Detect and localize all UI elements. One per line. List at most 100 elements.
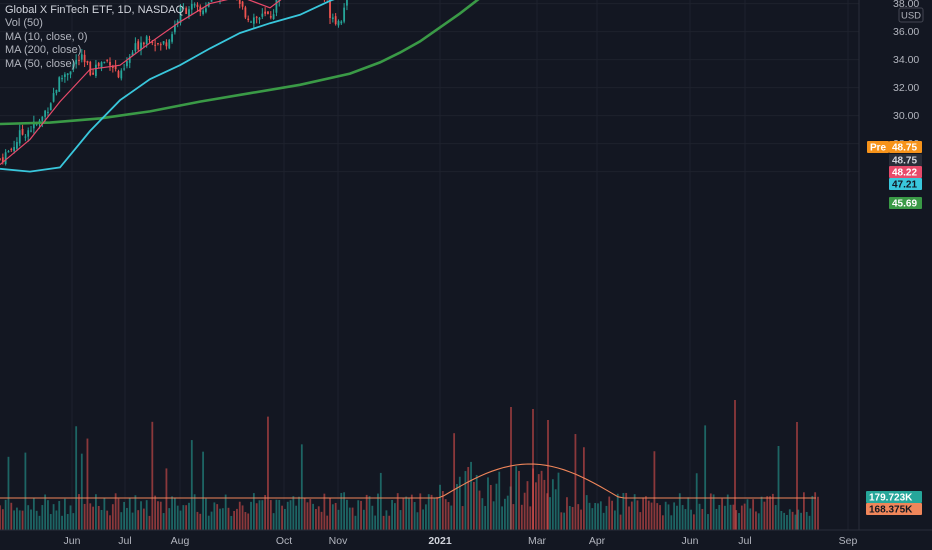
volume-bar	[743, 503, 746, 530]
candle-body	[190, 4, 193, 10]
candle-body	[16, 142, 18, 149]
candle-body	[10, 148, 13, 150]
volume-bar	[111, 504, 114, 530]
candle-body	[151, 41, 154, 43]
time-tick-label: Jun	[64, 535, 81, 547]
volume-bar	[726, 494, 729, 530]
chart-legend[interactable]: Global X FinTech ETF, 1D, NASDAQ Vol (50…	[5, 4, 184, 71]
candle-body	[250, 21, 252, 23]
tag-ma200: 45.69	[889, 197, 922, 210]
volume-ma-line	[0, 463, 816, 499]
volume-bar	[399, 510, 402, 530]
volume-bar	[495, 483, 498, 530]
legend-volume-indicator[interactable]: Vol (50)	[5, 17, 43, 30]
volume-bar	[298, 496, 300, 530]
volume-bar	[213, 502, 216, 530]
volume-bar	[687, 497, 690, 530]
candle-body	[7, 151, 10, 153]
candle-body	[202, 10, 204, 15]
currency-label[interactable]: USD	[901, 11, 921, 22]
volume-bar	[642, 497, 645, 530]
volume-bar	[165, 468, 168, 530]
candle-body	[106, 59, 109, 61]
volume-bar	[704, 425, 707, 530]
volume-bar	[134, 495, 137, 530]
legend-ma50-indicator[interactable]: MA (50, close)	[5, 57, 76, 70]
volume-bar	[86, 438, 89, 530]
candle-body	[4, 152, 7, 165]
volume-bar	[221, 508, 224, 530]
volume-bar	[563, 512, 566, 530]
volume-bar	[109, 515, 111, 530]
volume-bar	[551, 479, 554, 530]
volume-bar	[574, 434, 577, 530]
candle-body	[343, 7, 346, 22]
candle-body	[131, 52, 134, 56]
volume-bar	[247, 513, 250, 530]
volume-bar	[780, 510, 783, 530]
volume-bar	[684, 509, 687, 530]
volume-bar	[66, 514, 69, 530]
legend-symbol-title[interactable]: Global X FinTech ETF, 1D, NASDAQ	[5, 4, 185, 16]
volume-bar	[796, 422, 798, 530]
volume-bar	[577, 504, 580, 530]
time-axis-panel[interactable]	[0, 530, 932, 550]
volume-bar	[472, 481, 475, 530]
volume-bar	[461, 506, 464, 530]
candle-body	[346, 0, 348, 6]
currency-button[interactable]: USD	[898, 7, 924, 23]
volume-bar	[554, 489, 557, 530]
volume-bar	[103, 498, 106, 530]
price-tick-label: 32.00	[893, 82, 919, 94]
volume-bar	[777, 445, 780, 530]
volume-bar	[436, 496, 439, 530]
volume-bar	[498, 471, 501, 530]
time-tick-label: Aug	[171, 535, 190, 547]
tag-ma10: 48.22	[889, 166, 922, 179]
volume-bar	[757, 513, 760, 530]
volume-bar	[540, 470, 543, 530]
candle-body	[66, 73, 69, 76]
volume-bar	[393, 503, 396, 530]
candle-body	[111, 66, 114, 68]
volume-bar	[802, 492, 805, 530]
volume-bar	[315, 508, 317, 530]
volume-bar	[419, 493, 422, 530]
volume-bar	[594, 502, 597, 530]
tag-pre-value: 48.75	[892, 143, 917, 154]
candle-body	[109, 61, 111, 66]
volume-bar	[354, 515, 357, 530]
volume-bar	[131, 512, 134, 530]
volume-bar	[464, 471, 467, 530]
volume-bar	[24, 452, 27, 530]
ma200-line	[0, 0, 480, 126]
volume-bar	[241, 505, 244, 530]
volume-bar	[106, 510, 109, 530]
volume-bar	[470, 461, 472, 530]
volume-bar	[439, 484, 441, 530]
volume-bar	[190, 440, 193, 530]
price-axis-panel[interactable]	[859, 0, 932, 550]
candle-body	[92, 72, 94, 75]
volume-bar	[698, 503, 701, 530]
candle-body	[157, 43, 159, 45]
volume-bar	[267, 416, 269, 530]
volume-bar	[599, 501, 602, 530]
candle-body	[61, 78, 63, 80]
volume-bar	[75, 426, 78, 530]
candle-body	[176, 20, 179, 24]
time-tick-label: Mar	[528, 535, 547, 547]
volume-bar	[749, 508, 752, 530]
price-candles	[0, 0, 348, 166]
legend-ma200-indicator[interactable]: MA (200, close)	[5, 44, 82, 57]
volume-bar	[95, 494, 97, 530]
volume-bar	[676, 505, 678, 530]
volume-bar	[580, 509, 582, 530]
volume-bar	[162, 513, 165, 530]
candle-body	[123, 68, 126, 70]
legend-ma10-indicator[interactable]: MA (10, close, 0)	[5, 30, 88, 43]
candle-body	[165, 42, 168, 47]
candle-body	[134, 43, 137, 52]
volume-bar	[588, 502, 591, 530]
